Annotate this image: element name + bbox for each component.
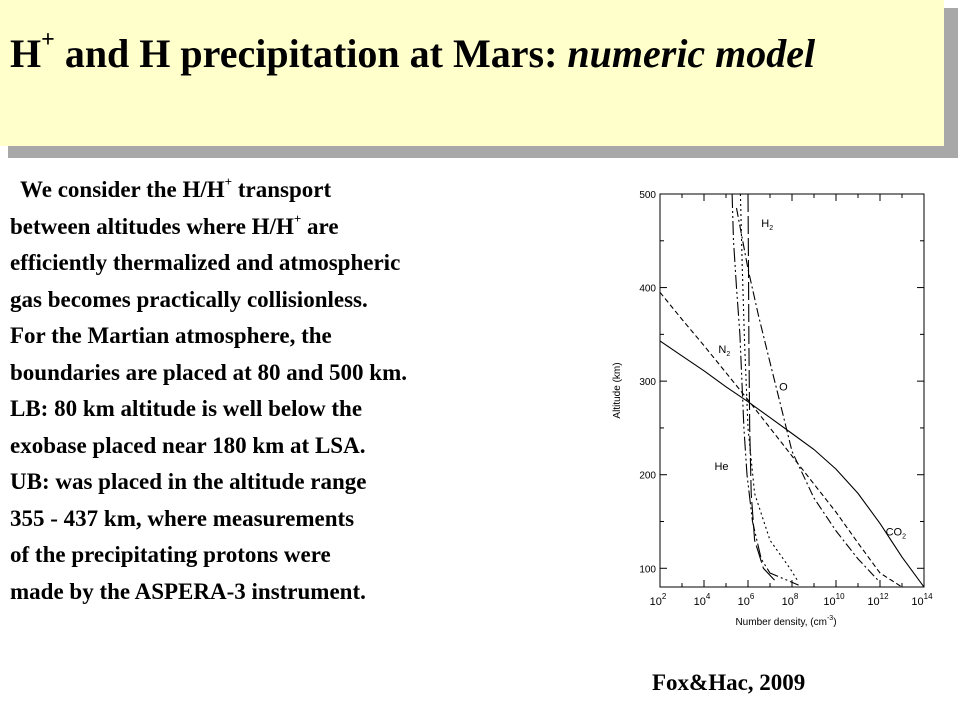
body-line-text: between altitudes where H/H	[10, 213, 294, 239]
body-line-text: transport	[232, 177, 332, 202]
series-line-0	[660, 340, 924, 587]
x-tick-exp: 2	[662, 592, 667, 601]
title-prefix: H	[10, 31, 42, 76]
x-tick-base: 10	[738, 596, 750, 608]
series-label: He	[714, 461, 728, 473]
body-text: We consider the H/H+ transport between al…	[10, 172, 590, 610]
series-line-2	[735, 207, 881, 583]
x-tick-label: 102	[650, 592, 667, 608]
body-line-text: made by the ASPERA-3 instrument.	[10, 578, 366, 604]
body-line-text: of the precipitating protons were	[10, 542, 331, 567]
x-axis-label-end: )	[833, 617, 836, 628]
x-tick-base: 10	[911, 596, 923, 608]
series-label: H2	[761, 218, 773, 232]
body-line-text: 355 - 437 km, where measurements	[10, 505, 355, 531]
series-label-name: He	[714, 461, 728, 473]
body-line: gas becomes practically collisionless.	[10, 282, 590, 319]
title-italic: numeric model	[567, 31, 816, 76]
body-line-text: For the Martian atmosphere, the	[10, 323, 332, 348]
series-line-3	[739, 194, 800, 583]
title-shadow-bottom	[8, 146, 958, 158]
body-line-text: efficiently thermalized and atmospheric	[10, 250, 401, 275]
series-label: N2	[718, 344, 730, 358]
body-line: LB: 80 km altitude is well below the	[10, 391, 590, 428]
citation: Fox&Hac, 2009	[652, 670, 806, 695]
body-line: efficiently thermalized and atmospheric	[10, 245, 590, 282]
title-superscript: +	[41, 27, 55, 53]
x-tick-base: 10	[867, 596, 879, 608]
plot-frame	[659, 193, 925, 588]
series-label-name: O	[779, 382, 788, 394]
series-line-5	[747, 194, 778, 583]
x-tick-exp: 8	[794, 592, 799, 601]
body-line: 355 - 437 km, where measurements	[10, 501, 590, 538]
title-bar: H+ and H precipitation at Mars: numeric …	[0, 0, 944, 146]
x-tick-label: 1014	[911, 592, 933, 608]
x-axis-label-sup: -3	[827, 615, 833, 622]
body-line-text: exobase placed near 180 km at LSA.	[10, 432, 366, 458]
body-line: exobase placed near 180 km at LSA.	[10, 428, 590, 465]
x-tick-label: 108	[782, 592, 799, 608]
x-axis-label: Number density, (cm-3)	[735, 615, 836, 628]
x-tick-exp: 12	[880, 592, 889, 601]
x-tick-exp: 10	[836, 592, 845, 601]
series-label-name: H	[761, 218, 769, 230]
y-tick-label: 300	[639, 377, 656, 388]
series-line-1	[660, 291, 903, 587]
body-line-text: boundaries are placed at 80 and 500 km.	[10, 359, 408, 385]
series-line-4	[731, 194, 799, 586]
x-tick-exp: 14	[924, 592, 933, 601]
series-label-sub: 2	[726, 351, 730, 358]
y-tick-label: 100	[639, 564, 656, 575]
body-line-text: We consider the H/H	[20, 177, 225, 202]
x-tick-base: 10	[782, 596, 794, 608]
body-line: of the precipitating protons were	[10, 537, 590, 574]
x-axis-label-text: Number density, (cm	[735, 617, 827, 628]
slide-title: H+ and H precipitation at Mars: numeric …	[10, 26, 930, 82]
body-line: For the Martian atmosphere, the	[10, 318, 590, 355]
y-tick-label: 400	[639, 284, 656, 295]
x-tick-exp: 4	[706, 592, 711, 601]
y-axis-label: Altitude (km)	[612, 362, 623, 418]
series-label-sub: 2	[902, 534, 906, 541]
x-tick-label: 104	[694, 592, 711, 608]
body-line: UB: was placed in the altitude range	[10, 464, 590, 501]
x-tick-label: 1012	[867, 592, 889, 608]
x-tick-base: 10	[694, 596, 706, 608]
x-tick-label: 106	[738, 592, 755, 608]
x-tick-base: 10	[823, 596, 835, 608]
x-tick-label: 1010	[823, 592, 845, 608]
series-label: CO2	[886, 527, 907, 541]
body-superscript: +	[293, 210, 302, 226]
body-line-text: are	[301, 213, 339, 239]
body-line: between altitudes where H/H+ are	[10, 209, 590, 246]
body-line-text: gas becomes practically collisionless.	[10, 286, 368, 312]
title-shadow-right	[944, 8, 958, 158]
x-tick-exp: 6	[750, 592, 755, 601]
x-tick-base: 10	[650, 596, 662, 608]
body-superscript: +	[224, 174, 233, 189]
body-line: boundaries are placed at 80 and 500 km.	[10, 355, 590, 392]
body-line: We consider the H/H+ transport	[10, 172, 590, 209]
body-line-text: UB: was placed in the altitude range	[10, 469, 367, 494]
y-tick-label: 500	[639, 190, 656, 201]
series-label: O	[779, 382, 788, 394]
title-main: and H precipitation at Mars:	[54, 31, 568, 76]
series-label-name: N	[718, 344, 726, 356]
series-label-sub: 2	[769, 225, 773, 232]
y-tick-label: 200	[639, 471, 656, 482]
body-line: made by the ASPERA-3 instrument.	[10, 574, 590, 611]
body-line-text: LB: 80 km altitude is well below the	[10, 396, 363, 421]
series-label-name: CO	[886, 527, 903, 539]
